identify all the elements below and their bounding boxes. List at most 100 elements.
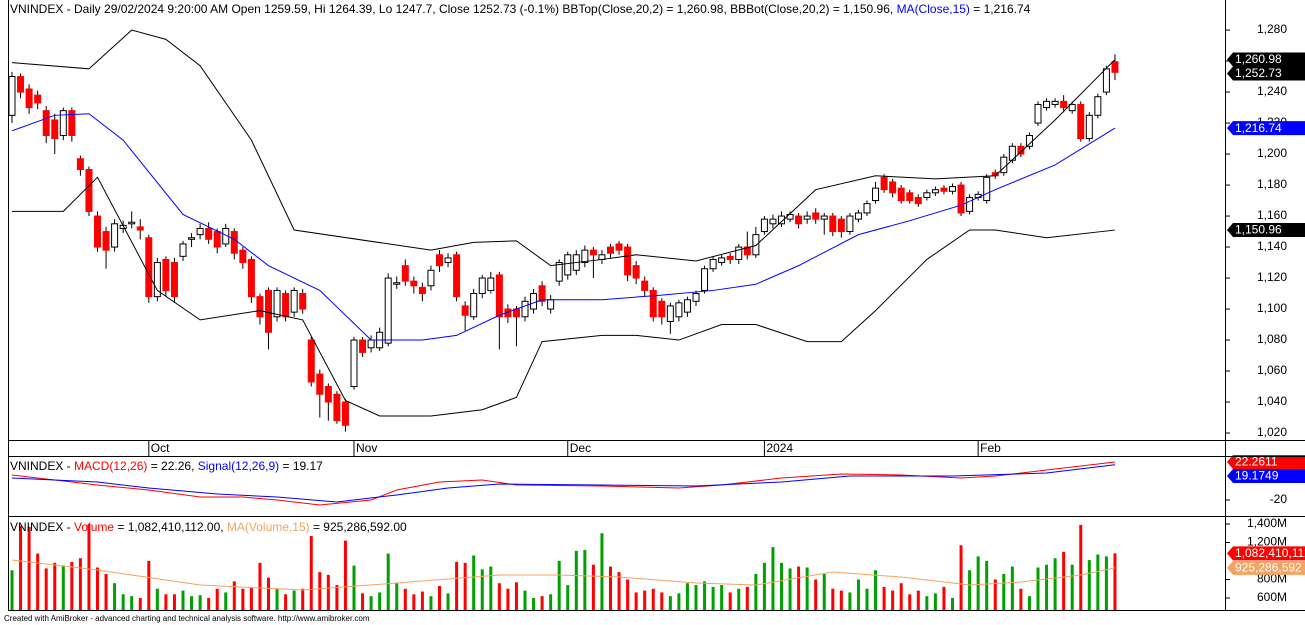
volume-bar (275, 588, 279, 610)
volume-bar (215, 588, 219, 610)
candle-body (649, 289, 657, 318)
volume-bar (190, 596, 194, 610)
candle-body (692, 293, 700, 302)
title-segment: MACD(12,26) (74, 459, 147, 473)
line (11, 29, 1116, 267)
candle-body (453, 254, 461, 298)
title-segment: MA(Volume,15) (227, 520, 310, 534)
candle-body (769, 218, 777, 225)
candle-body (743, 246, 751, 256)
candle-body (367, 339, 375, 349)
candle-body (68, 110, 76, 136)
candle-body (1068, 103, 1076, 112)
value-tag (1227, 560, 1305, 575)
volume-bar (138, 598, 142, 610)
candle-body (324, 386, 332, 403)
candle-body (179, 243, 187, 257)
volume-bar (155, 588, 159, 610)
volume-bar (249, 587, 253, 610)
candle-body (589, 249, 597, 256)
y-tick-label: 1,080 (1257, 332, 1287, 346)
candle-body (752, 234, 760, 256)
y-tick-label: 1,240 (1257, 84, 1287, 98)
candle-body (846, 215, 854, 233)
candle-body (1102, 68, 1110, 93)
volume-bar (617, 572, 621, 610)
x-tick-label: Oct (151, 441, 170, 455)
candle-body (795, 215, 803, 225)
value-tag (1227, 121, 1305, 136)
candle-body (247, 258, 255, 298)
candle-body (854, 212, 862, 220)
candle-body (615, 243, 623, 251)
volume-bar (908, 594, 912, 610)
volume-bar (566, 585, 570, 610)
title-segment: = 19.17 (279, 459, 323, 473)
volume-bar (1070, 564, 1074, 610)
volume-bar (660, 592, 664, 610)
volume-bar (634, 592, 638, 610)
volume-bar (241, 588, 245, 610)
candle-body (675, 302, 683, 318)
volume-bar (318, 572, 322, 610)
candle-body (76, 158, 84, 171)
volume-bar (532, 598, 536, 610)
candle-body (624, 246, 632, 276)
volume-bar (951, 598, 954, 610)
candle-body (1111, 61, 1119, 73)
candle-body (359, 339, 367, 353)
candle-body (307, 339, 315, 383)
volume-bar (480, 569, 484, 610)
y-tick-label: 1,140 (1257, 239, 1287, 253)
candle-body (521, 300, 529, 318)
candle-body (1043, 100, 1051, 109)
volume-bar (104, 573, 108, 610)
volume-bar (856, 579, 860, 610)
candle-body (136, 226, 144, 231)
candle-body (547, 299, 555, 310)
candle-body (1085, 114, 1093, 140)
candle-body (820, 215, 828, 220)
volume-bar (96, 567, 99, 610)
volume-bar (121, 594, 125, 610)
volume-bar (258, 562, 262, 610)
candle-body (316, 373, 324, 395)
volume-bar (1027, 596, 1031, 610)
volume-bar (993, 579, 997, 610)
y-tick-label: 1,400M (1247, 516, 1287, 530)
volume-bar (352, 565, 356, 610)
volume-bar (130, 596, 134, 610)
candle-body (897, 187, 905, 202)
line (12, 176, 1116, 417)
candle-body (683, 299, 691, 313)
candle-body (641, 280, 649, 291)
candle-body (401, 265, 409, 282)
candle-body (94, 215, 101, 248)
candle-body (581, 249, 589, 264)
volume-bar (506, 588, 510, 610)
value-tag-label: 22.2611 (1235, 455, 1278, 469)
volume-bar (668, 596, 672, 610)
candle-body (85, 169, 93, 212)
volume-bar (523, 590, 527, 610)
volume-bar (301, 588, 305, 610)
title-segment: MA(Close,15) (897, 2, 970, 16)
value-tag-label: 1,260.98 (1235, 52, 1282, 66)
volume-bar (609, 566, 612, 610)
candle-body (872, 187, 880, 202)
volume-bar (1019, 588, 1023, 610)
volume-bar (1104, 556, 1108, 610)
y-tick-label: 1,100 (1257, 301, 1287, 315)
candle-body (760, 218, 768, 233)
candle-body (478, 277, 486, 295)
volume-bar (1045, 564, 1049, 610)
candle-body (299, 293, 307, 310)
candle-body (1025, 134, 1033, 147)
volume-bar (848, 592, 852, 610)
volume-bar (583, 549, 587, 610)
footer: Created with AmiBroker - advanced charti… (4, 614, 370, 623)
volume-bar (343, 540, 347, 610)
volume-bar (369, 596, 373, 610)
volume-bar (737, 588, 741, 610)
